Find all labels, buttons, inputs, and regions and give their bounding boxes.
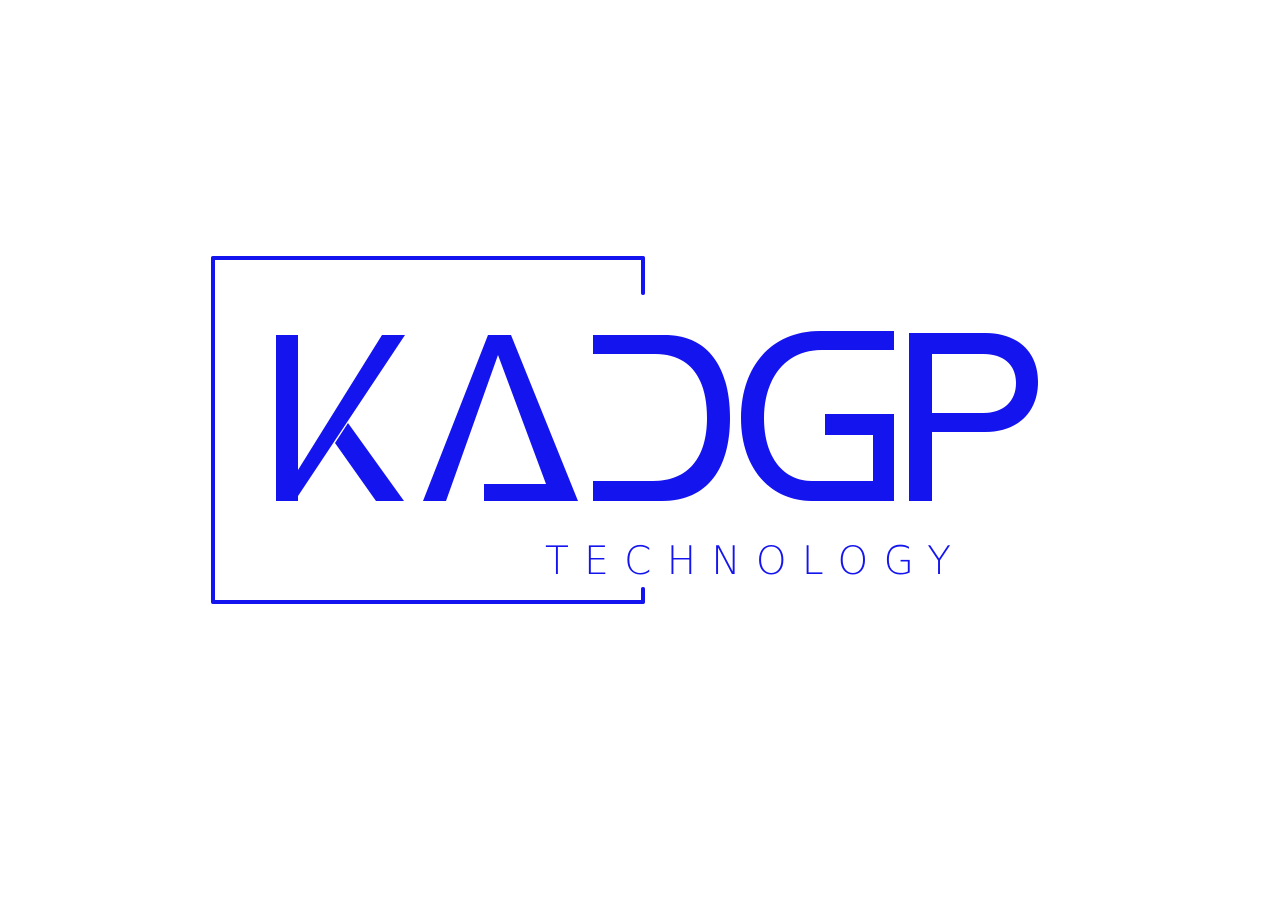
letter-k-upper-arm (298, 335, 405, 496)
tagline-text: TECHNOLOGY (545, 539, 965, 584)
letter-k-stem (276, 335, 298, 501)
letter-a (423, 335, 578, 501)
letter-k (276, 335, 405, 501)
letter-g-body (741, 331, 894, 501)
frame-bracket-line (211, 256, 645, 604)
letter-d-body (593, 335, 730, 501)
letter-p-body (909, 333, 1038, 501)
letter-d (593, 335, 730, 501)
letter-k-lower-leg (335, 423, 404, 501)
letter-g (741, 331, 894, 501)
letter-a-body (423, 335, 578, 501)
letter-p (909, 333, 1038, 501)
wordmark (276, 331, 1038, 501)
frame-bracket (211, 256, 645, 604)
